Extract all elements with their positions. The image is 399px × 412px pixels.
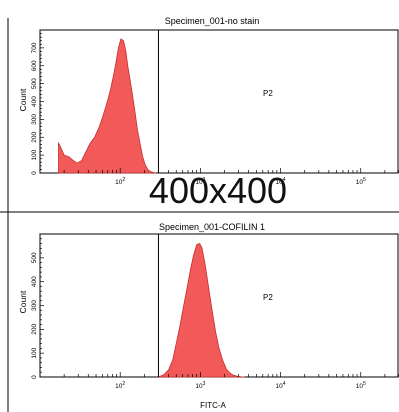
x-tick-label: 103: [195, 177, 205, 186]
gate-label: P2: [263, 89, 273, 98]
histogram-series: [58, 38, 157, 174]
x-tick-label: 102: [115, 381, 125, 390]
y-tick-label: 400: [31, 96, 38, 107]
plot-area: 0 100 200 300 400 500 102 103 104 105: [31, 233, 399, 390]
y-axis-label: Count: [18, 88, 28, 111]
plot-area: 0 100 200 300 400 500 600 700 102 103 104 105: [31, 29, 399, 186]
histogram-panel-no-stain: Specimen_001-no stain Count 0 100 200 300 40…: [18, 16, 399, 186]
gate-label: P2: [263, 293, 273, 302]
panel-title: Specimen_001-COFILIN 1: [159, 222, 265, 232]
watermark-text: 400x400: [149, 170, 287, 211]
y-tick-label: 200: [31, 131, 38, 142]
y-tick-label: 300: [31, 114, 38, 125]
x-tick-label: 102: [115, 177, 125, 186]
y-tick-label: 300: [31, 300, 38, 311]
x-tick-label: 104: [276, 381, 286, 390]
histogram-series: [158, 242, 246, 378]
y-tick-label: 0: [31, 375, 38, 379]
x-tick-label: 104: [276, 177, 286, 186]
y-tick-label: 400: [31, 276, 38, 287]
x-tick-label: 105: [356, 177, 366, 186]
y-tick-label: 500: [31, 252, 38, 263]
y-tick-label: 200: [31, 324, 38, 335]
panel-title: Specimen_001-no stain: [165, 16, 260, 26]
y-tick-label: 100: [31, 149, 38, 160]
y-tick-label: 0: [31, 171, 38, 175]
y-tick-label: 700: [31, 42, 38, 53]
histogram-panel-cofilin: Specimen_001-COFILIN 1 Count 0 100 200 300 4…: [18, 222, 399, 410]
y-tick-label: 100: [31, 347, 38, 358]
x-axis-label: FITC-A: [200, 401, 226, 410]
x-tick-label: 103: [195, 381, 205, 390]
y-tick-label: 600: [31, 60, 38, 71]
y-axis-label: Count: [18, 290, 28, 313]
x-tick-label: 105: [356, 381, 366, 390]
y-tick-label: 500: [31, 78, 38, 89]
